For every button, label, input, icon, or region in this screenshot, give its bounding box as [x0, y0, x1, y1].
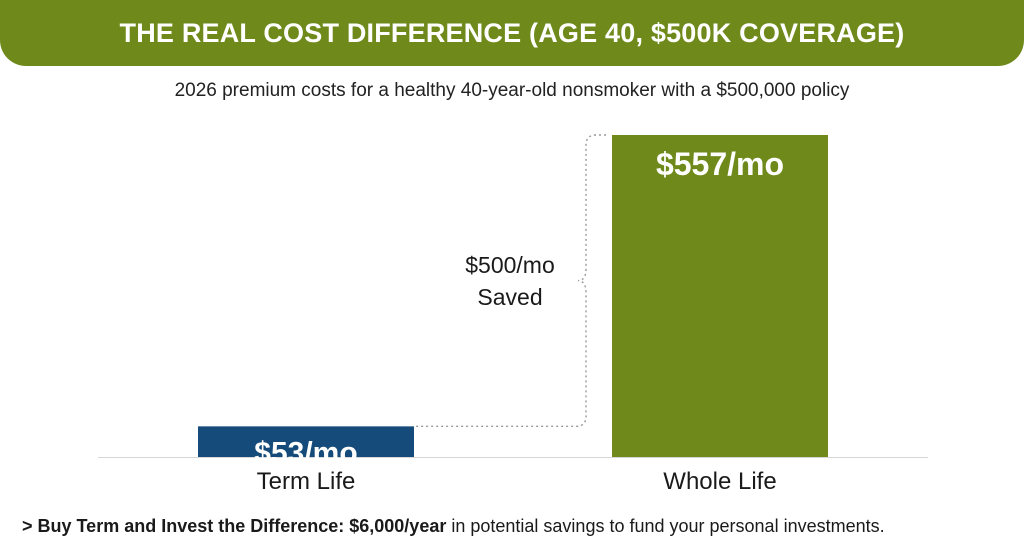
- bar-whole-life: [612, 135, 828, 457]
- footer-highlight: > Buy Term and Invest the Difference: $6…: [22, 516, 447, 536]
- bar-value-label: $557/mo: [656, 146, 784, 182]
- savings-bracket: [414, 134, 606, 428]
- annotation-amount: $500/mo: [465, 252, 555, 278]
- title-banner: THE REAL COST DIFFERENCE (AGE 40, $500K …: [0, 0, 1024, 66]
- annotation-label: Saved: [477, 284, 542, 310]
- footer-text: in potential savings to fund your person…: [446, 516, 885, 536]
- x-tick-label: Term Life: [257, 468, 356, 495]
- bar-term-life: [198, 426, 414, 457]
- bar-value-label: $53/mo: [254, 436, 357, 469]
- page-title: THE REAL COST DIFFERENCE (AGE 40, $500K …: [119, 17, 905, 48]
- x-tick-label: Whole Life: [663, 468, 776, 495]
- footer-note: > Buy Term and Invest the Difference: $6…: [22, 516, 1012, 537]
- chart-subtitle: 2026 premium costs for a healthy 40-year…: [174, 80, 850, 101]
